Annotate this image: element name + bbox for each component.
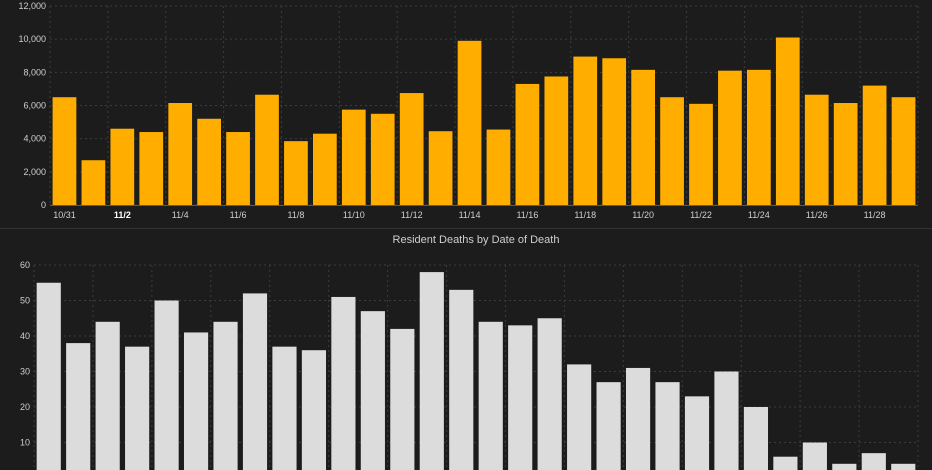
bar-11-18 — [573, 56, 598, 206]
y-tick-label: 10 — [20, 438, 30, 448]
bar-11-25 — [773, 456, 798, 470]
x-tick-label: 11/12 — [401, 210, 423, 220]
y-tick-label: 50 — [20, 296, 30, 306]
bar-11-19 — [602, 58, 627, 205]
x-tick-label: 11/6 — [230, 210, 247, 220]
bar-10-31 — [52, 97, 77, 205]
bar-11-28 — [861, 453, 886, 470]
bar-11-13 — [428, 131, 453, 205]
bar-11-12 — [399, 93, 424, 205]
bar-11-21 — [660, 97, 684, 205]
x-tick-label: 11/16 — [516, 210, 538, 220]
y-tick-label: 10,000 — [18, 34, 46, 44]
bar-11-17 — [537, 318, 562, 470]
bar-11-2 — [110, 128, 135, 205]
bar-11-18 — [567, 364, 592, 470]
bar-11-2 — [95, 321, 120, 470]
bar-11-5 — [183, 332, 209, 470]
resident-deaths-chart: Resident Deaths by Date of Death 10 20 30 4… — [20, 234, 919, 470]
x-tick-label: 11/2 — [114, 210, 131, 220]
bar-11-23 — [718, 70, 742, 205]
x-tick-label: 11/14 — [459, 210, 481, 220]
x-tick-label: 11/18 — [574, 210, 596, 220]
bar-11-4 — [154, 300, 179, 470]
bar-11-4 — [168, 103, 193, 205]
bar-11-6 — [226, 132, 250, 205]
bar-11-29 — [891, 97, 916, 205]
bar-11-8 — [272, 346, 297, 470]
y-tick-label: 40 — [20, 331, 30, 341]
bar-11-27 — [832, 463, 857, 470]
bar-11-15 — [478, 321, 503, 470]
bar-11-26 — [802, 442, 827, 470]
bar-11-12 — [390, 328, 415, 470]
x-tick-label: 11/24 — [748, 210, 770, 220]
bar-11-14 — [457, 40, 482, 206]
bar-11-20 — [625, 367, 651, 470]
x-tick-label: 11/26 — [806, 210, 828, 220]
bar-11-29 — [891, 463, 916, 470]
bar-11-3 — [125, 346, 150, 470]
y-tick-label: 6,000 — [23, 101, 46, 111]
bar-11-15 — [486, 129, 511, 205]
bar-11-10 — [341, 109, 366, 205]
bar-11-22 — [689, 103, 713, 205]
bar-11-5 — [197, 118, 221, 205]
bar-11-17 — [544, 76, 569, 206]
y-tick-label: 4,000 — [23, 134, 46, 144]
bar-11-6 — [213, 321, 238, 470]
bar-11-21 — [655, 382, 680, 470]
bar-11-27 — [833, 103, 858, 205]
x-tick-label: 10/31 — [53, 210, 76, 220]
bar-11-10 — [331, 296, 356, 470]
y-tick-label: 12,000 — [18, 1, 46, 11]
x-tick-label: 11/4 — [172, 210, 189, 220]
bar-11-14 — [449, 289, 474, 470]
bar-11-9 — [313, 133, 337, 205]
x-tick-label: 11/20 — [632, 210, 654, 220]
bar-10-31 — [36, 282, 61, 470]
bar-11-13 — [419, 272, 444, 470]
bar-11-16 — [508, 325, 533, 470]
y-tick-label: 60 — [20, 260, 30, 270]
bar-11-24 — [743, 407, 769, 470]
bar-11-20 — [631, 69, 655, 206]
bar-11-3 — [139, 132, 164, 205]
bar-11-28 — [862, 85, 887, 205]
bar-11-7 — [242, 293, 268, 470]
bar-11-11 — [360, 311, 385, 470]
x-tick-label: 11/10 — [343, 210, 365, 220]
bar-11-16 — [515, 83, 540, 205]
x-tick-label: 11/22 — [690, 210, 712, 220]
bar-11-24 — [747, 69, 771, 206]
y-tick-label: 30 — [20, 367, 30, 377]
bar-11-25 — [775, 37, 800, 206]
bar-11-19 — [596, 382, 621, 470]
bar-11-9 — [301, 350, 327, 470]
y-tick-label: 8,000 — [23, 67, 46, 77]
daily-cases-chart: 0 2,000 4,000 6,000 8,000 10,000 12,000 10/31 11… — [18, 1, 919, 220]
y-tick-label: 20 — [20, 402, 30, 412]
bar-11-23 — [714, 371, 739, 470]
bar-11-8 — [284, 141, 308, 205]
bar-11-1 — [66, 343, 91, 470]
x-tick-label: 11/8 — [288, 210, 305, 220]
bar-11-7 — [255, 94, 279, 205]
bar-11-22 — [684, 396, 710, 470]
y-tick-label: 2,000 — [23, 167, 46, 177]
x-tick-label: 11/28 — [864, 210, 886, 220]
bar-11-11 — [370, 113, 395, 205]
chart-title: Resident Deaths by Date of Death — [393, 234, 560, 246]
bar-11-1 — [81, 160, 106, 205]
y-tick-label: 0 — [41, 200, 46, 210]
bar-11-26 — [804, 94, 829, 205]
